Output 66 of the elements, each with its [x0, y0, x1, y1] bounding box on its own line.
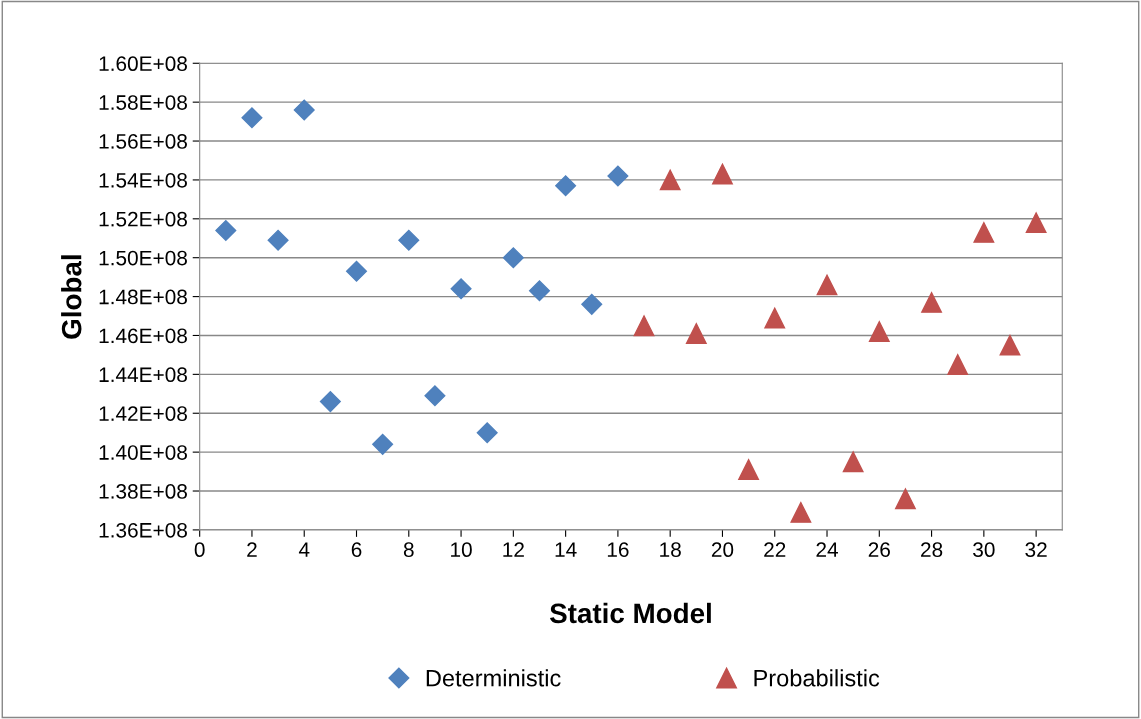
- point: [947, 354, 969, 376]
- point: [241, 107, 263, 129]
- y-tick-label: 1.36E+08: [99, 522, 187, 538]
- point: [999, 334, 1021, 356]
- x-tick-label: 10: [451, 542, 472, 558]
- point: [555, 175, 577, 197]
- point: [790, 501, 812, 523]
- y-tick-label: 1.40E+08: [99, 445, 187, 460]
- point: [424, 385, 446, 407]
- point: [816, 274, 838, 296]
- point: [293, 99, 315, 121]
- point: [581, 293, 603, 315]
- x-tick-label: 14: [555, 542, 577, 557]
- y-tick-label: 1.46E+08: [99, 328, 187, 344]
- point: [921, 292, 942, 313]
- y-tick-label: 1.50E+08: [99, 250, 187, 266]
- point: [319, 391, 341, 413]
- point: [502, 247, 524, 269]
- x-tick-label: 22: [764, 542, 786, 557]
- y-axis-title: Global: [61, 255, 82, 339]
- y-tick-label: 1.60E+08: [99, 56, 187, 72]
- x-tick-label: 4: [298, 542, 310, 557]
- y-tick-label: 1.52E+08: [99, 211, 187, 227]
- point: [450, 278, 472, 300]
- x-tick-label: 26: [868, 542, 890, 558]
- x-tick-label: 18: [660, 542, 681, 558]
- x-tick-label: 16: [607, 542, 629, 558]
- point: [685, 323, 707, 344]
- legend-label: Deterministic: [426, 669, 561, 687]
- x-tick-label: 24: [816, 542, 838, 557]
- x-tick-label: 32: [1025, 542, 1047, 558]
- point: [215, 219, 237, 241]
- point: [345, 260, 368, 282]
- y-tick-label: 1.44E+08: [99, 367, 187, 383]
- x-tick-label: 8: [403, 542, 414, 558]
- point: [973, 222, 995, 243]
- x-tick-label: 28: [921, 542, 943, 558]
- legend-label: Probabilistic: [754, 669, 880, 687]
- x-tick-label: 30: [973, 542, 995, 558]
- point: [895, 488, 916, 510]
- x-axis-title: Static Model: [549, 602, 711, 624]
- y-tick-label: 1.38E+08: [99, 484, 187, 499]
- point: [528, 280, 551, 302]
- point: [633, 315, 655, 337]
- point: [476, 422, 498, 444]
- point: [607, 165, 629, 187]
- point: [712, 163, 733, 185]
- y-tick-label: 1.54E+08: [99, 172, 187, 188]
- point: [842, 451, 864, 473]
- point: [398, 229, 420, 251]
- point: [738, 459, 760, 481]
- point: [267, 229, 289, 251]
- point: [868, 321, 890, 343]
- x-tick-label: 6: [351, 542, 362, 558]
- x-tick-label: 12: [503, 542, 524, 557]
- point: [659, 169, 681, 191]
- point: [372, 433, 394, 455]
- y-tick-label: 1.48E+08: [99, 289, 187, 305]
- x-tick-label: 20: [711, 542, 734, 558]
- y-tick-label: 1.58E+08: [99, 95, 187, 110]
- x-tick-label: 2: [247, 542, 257, 557]
- point: [764, 307, 786, 329]
- point: [1025, 212, 1047, 234]
- x-tick-label: 0: [194, 542, 205, 558]
- y-tick-label: 1.42E+08: [99, 406, 187, 421]
- y-tick-label: 1.56E+08: [99, 134, 187, 149]
